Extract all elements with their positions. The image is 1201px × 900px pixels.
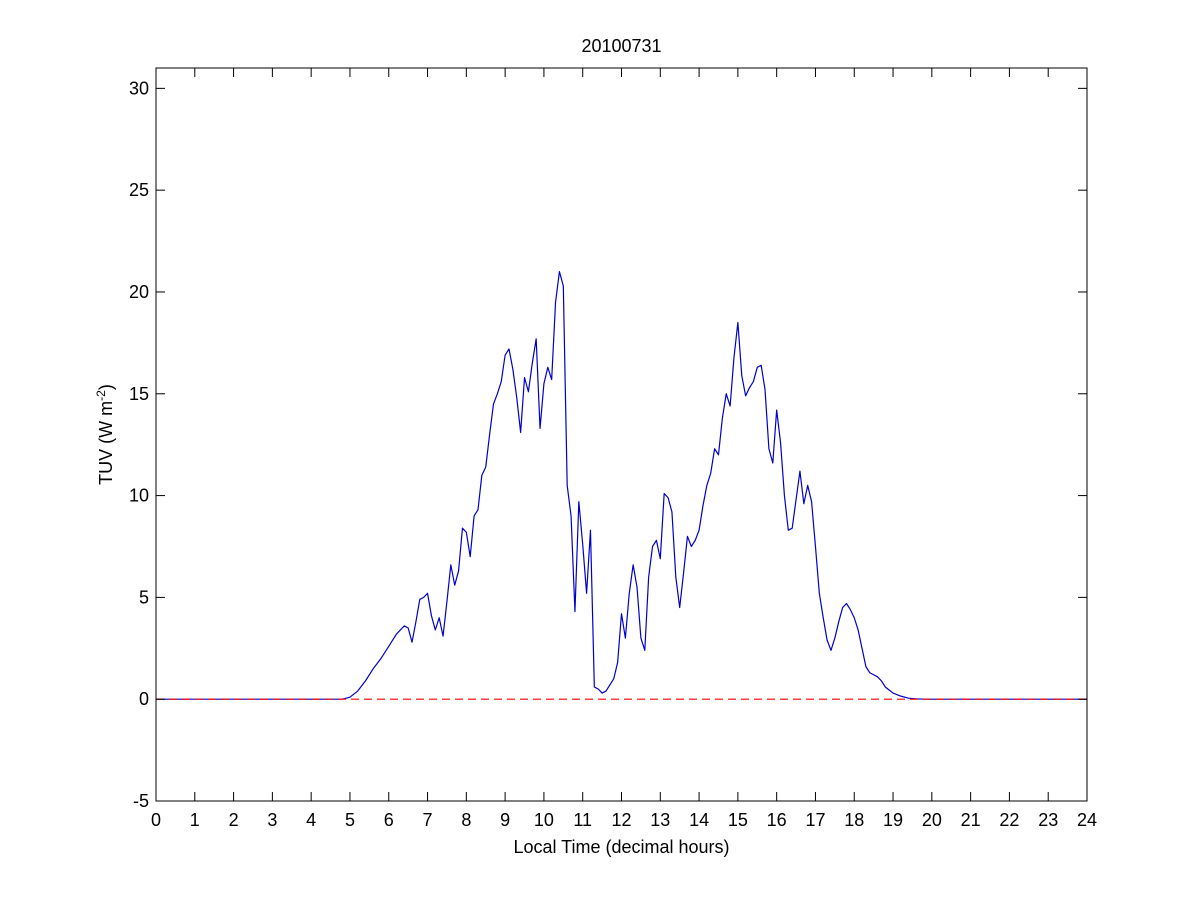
x-tick-label-5: 5 — [345, 810, 355, 830]
y-axis-label-superscript: -2 — [94, 390, 108, 401]
x-tick-label-13: 13 — [650, 810, 670, 830]
x-tick-label-21: 21 — [961, 810, 981, 830]
x-tick-label-22: 22 — [999, 810, 1019, 830]
x-tick-label-15: 15 — [728, 810, 748, 830]
plot-area: 0 1 2 3 4 5 6 7 8 9 10 11 12 13 14 15 16 17 18 19 20 21 22 23 24… — [129, 67, 1097, 830]
x-tick-label-9: 9 — [500, 810, 510, 830]
y-tick-label--5: -5 — [133, 791, 149, 811]
x-tick-label-0: 0 — [151, 810, 161, 830]
x-tick-label-8: 8 — [461, 810, 471, 830]
x-tick-label-23: 23 — [1038, 810, 1058, 830]
x-tick-label-1: 1 — [190, 810, 200, 830]
x-tick-label-18: 18 — [844, 810, 864, 830]
y-axis-label-prefix: TUV (W m — [96, 401, 116, 485]
y-tick-label-25: 25 — [129, 180, 149, 200]
x-axis-label: Local Time (decimal hours) — [513, 837, 729, 857]
y-tick-label-30: 30 — [129, 78, 149, 98]
tuv-series-line — [156, 271, 1087, 700]
x-tick-label-14: 14 — [689, 810, 709, 830]
chart-title: 20100731 — [581, 36, 661, 56]
y-tick-label-20: 20 — [129, 282, 149, 302]
y-axis-label-suffix: ) — [96, 384, 116, 390]
x-tick-label-20: 20 — [922, 810, 942, 830]
x-tick-label-19: 19 — [883, 810, 903, 830]
y-tick-label-5: 5 — [139, 587, 149, 607]
x-tick-label-2: 2 — [229, 810, 239, 830]
x-tick-label-24: 24 — [1077, 810, 1097, 830]
x-tick-label-3: 3 — [267, 810, 277, 830]
y-axis-label: TUV (W m-2) — [94, 384, 116, 485]
x-tick-label-17: 17 — [805, 810, 825, 830]
x-tick-label-6: 6 — [384, 810, 394, 830]
x-tick-label-11: 11 — [573, 810, 592, 830]
x-tick-label-16: 16 — [767, 810, 787, 830]
x-tick-label-10: 10 — [534, 810, 554, 830]
x-tick-label-4: 4 — [306, 810, 316, 830]
y-tick-label-0: 0 — [139, 689, 149, 709]
x-tick-label-12: 12 — [611, 810, 631, 830]
y-tick-label-10: 10 — [129, 486, 149, 506]
x-tick-label-7: 7 — [423, 810, 433, 830]
y-tick-label-15: 15 — [129, 384, 149, 404]
